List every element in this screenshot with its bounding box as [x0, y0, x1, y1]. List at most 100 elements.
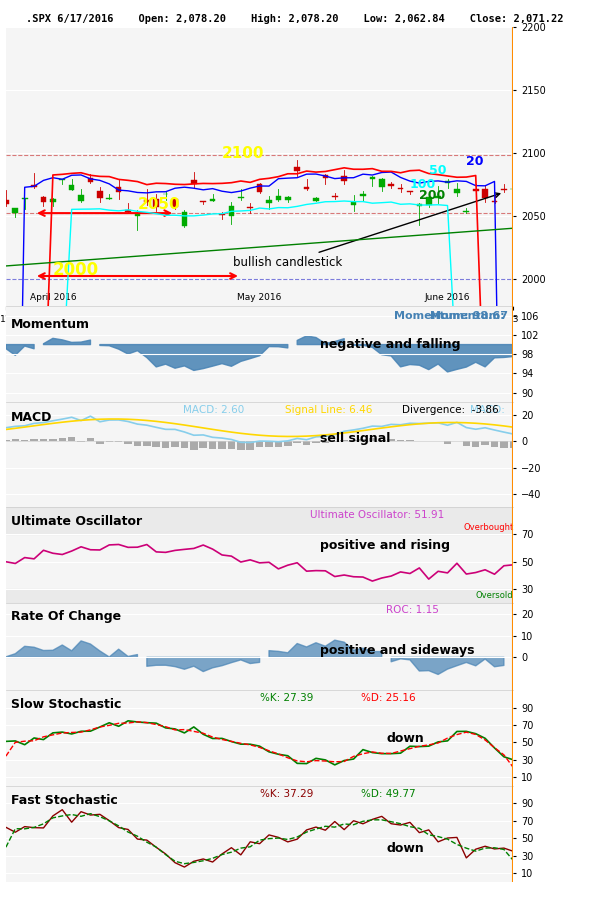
- Bar: [369, 438, 376, 441]
- Bar: [360, 194, 366, 195]
- Bar: [218, 441, 226, 449]
- Text: positive and sideways: positive and sideways: [320, 644, 475, 657]
- Bar: [342, 176, 347, 181]
- Bar: [228, 441, 235, 449]
- Bar: [472, 441, 480, 447]
- Bar: [41, 197, 46, 202]
- Bar: [388, 439, 395, 441]
- Text: Divergence:  -3.86: Divergence: -3.86: [402, 405, 499, 415]
- Bar: [304, 187, 309, 189]
- Bar: [228, 206, 234, 216]
- Bar: [40, 439, 47, 441]
- Text: Momentum: Momentum: [11, 318, 90, 330]
- Text: Slow Stochastic: Slow Stochastic: [11, 698, 122, 711]
- Text: 20: 20: [466, 156, 484, 168]
- Bar: [49, 439, 57, 441]
- Bar: [350, 202, 356, 205]
- Bar: [435, 195, 441, 198]
- Bar: [191, 180, 196, 184]
- Bar: [463, 441, 470, 446]
- Bar: [266, 200, 272, 202]
- Text: 100: 100: [410, 178, 436, 191]
- Bar: [500, 441, 507, 447]
- Bar: [134, 441, 141, 446]
- Bar: [323, 176, 328, 178]
- Bar: [481, 441, 489, 446]
- Text: Momentum: 98.67: Momentum: 98.67: [394, 311, 508, 321]
- Bar: [312, 441, 320, 443]
- Bar: [60, 179, 65, 180]
- Text: Fast Stochastic: Fast Stochastic: [11, 794, 118, 806]
- Bar: [124, 441, 132, 444]
- Bar: [125, 211, 131, 212]
- Bar: [247, 206, 253, 208]
- Text: %D: 25.16: %D: 25.16: [361, 693, 416, 703]
- Bar: [491, 441, 499, 446]
- Bar: [388, 184, 394, 185]
- Bar: [406, 440, 414, 441]
- Bar: [2, 440, 9, 441]
- Bar: [379, 179, 385, 186]
- Bar: [190, 441, 198, 450]
- Bar: [199, 441, 207, 448]
- Bar: [3, 200, 9, 204]
- Bar: [143, 441, 150, 446]
- Bar: [501, 189, 507, 190]
- Bar: [181, 441, 188, 448]
- Bar: [445, 181, 450, 183]
- Bar: [21, 440, 28, 441]
- Bar: [238, 197, 244, 198]
- Bar: [172, 199, 178, 207]
- Bar: [322, 441, 329, 443]
- Bar: [378, 440, 385, 441]
- Bar: [257, 184, 263, 192]
- Text: Overbought: Overbought: [463, 523, 513, 532]
- Bar: [58, 438, 66, 441]
- Text: close below 50 day SMA: close below 50 day SMA: [0, 899, 1, 900]
- Bar: [69, 184, 74, 190]
- Bar: [115, 441, 122, 442]
- Bar: [30, 439, 38, 441]
- Text: May 2016: May 2016: [237, 292, 282, 302]
- Bar: [398, 188, 404, 189]
- Bar: [31, 185, 37, 186]
- Text: 2050: 2050: [137, 197, 180, 212]
- Text: Oversold: Oversold: [476, 591, 513, 600]
- Bar: [369, 177, 375, 179]
- Text: bullish candlestick: bullish candlestick: [233, 193, 500, 269]
- Bar: [313, 198, 319, 201]
- Bar: [22, 198, 28, 200]
- Bar: [96, 441, 104, 444]
- Text: down: down: [386, 732, 424, 744]
- Text: Ultimate Oscillator: Ultimate Oscillator: [11, 515, 142, 527]
- Text: %K: 27.39: %K: 27.39: [260, 693, 313, 703]
- Bar: [266, 441, 273, 446]
- Text: Signal Line: 6.46: Signal Line: 6.46: [285, 405, 372, 415]
- Text: 2100: 2100: [222, 146, 264, 161]
- Bar: [247, 441, 254, 450]
- Bar: [359, 439, 367, 441]
- Text: ROC: 1.15: ROC: 1.15: [386, 606, 440, 616]
- Text: MACD: MACD: [11, 410, 53, 424]
- Bar: [303, 441, 310, 445]
- Bar: [6, 590, 513, 603]
- Bar: [78, 194, 84, 201]
- Bar: [116, 187, 122, 192]
- Bar: [6, 507, 513, 535]
- Bar: [350, 439, 358, 441]
- Bar: [397, 440, 404, 441]
- Text: positive and rising: positive and rising: [320, 539, 451, 552]
- Bar: [12, 208, 18, 212]
- Bar: [340, 440, 348, 441]
- Text: .SPX 6/17/2016    Open: 2,078.20    High: 2,078.20    Low: 2,062.84    Close: 2,: .SPX 6/17/2016 Open: 2,078.20 High: 2,07…: [26, 14, 564, 24]
- Text: MACD:: MACD:: [470, 405, 508, 415]
- Bar: [171, 441, 179, 447]
- Bar: [417, 204, 422, 205]
- Text: sell signal: sell signal: [320, 432, 391, 446]
- Bar: [152, 441, 160, 447]
- Bar: [162, 441, 169, 448]
- Text: 50: 50: [429, 164, 446, 177]
- Bar: [426, 197, 431, 204]
- Bar: [106, 441, 113, 443]
- Bar: [12, 439, 19, 441]
